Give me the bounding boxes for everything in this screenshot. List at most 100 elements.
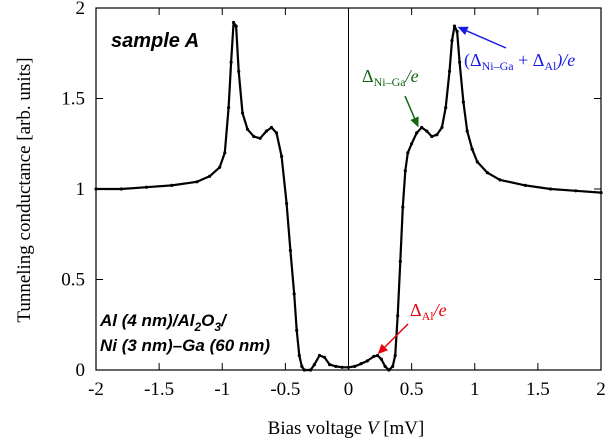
- conductance-point: [372, 354, 376, 358]
- conductance-point: [574, 189, 578, 193]
- annotation-al-gap-label: ΔAl/e: [410, 300, 447, 323]
- conductance-point: [322, 355, 327, 359]
- y-tick-label: 0.5: [61, 270, 85, 291]
- conductance-point: [229, 60, 233, 64]
- conductance-point: [375, 353, 380, 358]
- conductance-point: [264, 129, 268, 133]
- conductance-point: [334, 364, 338, 368]
- conductance-point: [458, 60, 462, 64]
- sample-label: sample A: [111, 30, 199, 52]
- conductance-point: [391, 364, 395, 368]
- x-axis-title: Bias voltage V [mV]: [268, 418, 425, 439]
- conductance-point: [498, 178, 502, 182]
- x-tick-label: -0.5: [270, 379, 300, 400]
- conductance-point: [353, 364, 357, 368]
- conductance-point: [258, 136, 262, 140]
- conductance-point: [379, 357, 383, 361]
- conductance-point: [223, 151, 227, 155]
- conductance-point: [328, 363, 332, 367]
- conductance-point: [403, 169, 407, 173]
- conductance-point: [406, 151, 410, 155]
- conductance-point: [420, 125, 424, 130]
- conductance-point: [240, 111, 245, 115]
- conductance-point: [170, 183, 174, 187]
- conductance-point: [300, 364, 304, 368]
- conductance-point: [396, 314, 400, 318]
- x-tick-label: -2: [88, 379, 104, 400]
- y-tick-label: 1.5: [61, 89, 85, 110]
- x-tick-label: -1: [214, 379, 230, 400]
- structure-label-line2: Ni (3 nm)–Ga (60 nm): [100, 336, 270, 355]
- conductance-point: [452, 24, 457, 28]
- conductance-point: [119, 187, 123, 191]
- conductance-series-line: [96, 21, 602, 372]
- annotation-niga-gap-arrow: [404, 95, 416, 119]
- annotation-niga-gap-label: ΔNi–Ga/e: [362, 66, 419, 89]
- conductance-point: [269, 125, 274, 130]
- conductance-point: [285, 201, 289, 206]
- conductance-point: [425, 129, 429, 133]
- conductance-point: [317, 353, 322, 358]
- conductance-point: [465, 129, 469, 133]
- conductance-point: [440, 125, 444, 130]
- ticks-layer: -2 -1.5 -1 -0.5 0 0.5 1 1.5 2 0 0.5 1 1.5 2: [61, 0, 606, 400]
- plot-frame: [95, 7, 602, 371]
- conductance-point: [232, 20, 236, 25]
- conductance-point: [245, 127, 250, 131]
- conductance-point: [237, 69, 241, 73]
- y-axis-title: Tunneling conductance [arb. units]: [14, 57, 35, 322]
- conductance-point: [393, 353, 397, 358]
- conductance-point: [415, 131, 419, 135]
- annotation-sum-gap: (ΔNi–Ga + ΔAl)/e: [457, 26, 575, 73]
- annotation-sum-gap-arrowhead: [457, 26, 469, 35]
- x-tick-label: 2: [596, 379, 606, 400]
- conductance-point: [475, 160, 479, 164]
- conductance-point: [401, 205, 405, 209]
- annotation-sum-gap-label: (ΔNi–Ga + ΔAl)/e: [464, 50, 575, 73]
- conductance-point: [297, 353, 301, 358]
- x-tick-label: -1.5: [144, 379, 174, 400]
- conductance-point: [455, 29, 459, 34]
- conductance-point: [227, 106, 231, 110]
- x-tick-label: 0: [344, 379, 354, 400]
- conductance-point: [340, 365, 344, 369]
- y-tick-label: 1: [76, 179, 86, 200]
- conductance-point: [461, 100, 465, 104]
- conductance-point: [234, 24, 238, 28]
- conductance-point: [398, 259, 402, 263]
- y-tick-label: 2: [76, 0, 86, 19]
- conductance-series-points: [94, 20, 603, 372]
- annotation-al-gap-arrow: [384, 323, 409, 348]
- structure-label-line1: Al (4 nm)/Al2O3/: [99, 311, 228, 334]
- x-tick-label: 1: [470, 379, 480, 400]
- conductance-point: [548, 187, 553, 191]
- conductance-point: [195, 180, 199, 184]
- annotation-niga-gap-arrowhead: [410, 116, 419, 128]
- conductance-point: [447, 69, 452, 73]
- conductance-point: [252, 134, 256, 139]
- conductance-point: [470, 147, 474, 151]
- annotation-al-gap-arrowhead: [377, 343, 388, 355]
- conductance-point: [208, 174, 212, 178]
- conductance-point: [410, 142, 414, 146]
- conductance-point: [280, 154, 284, 158]
- annotation-al-gap: ΔAl/e: [377, 300, 447, 355]
- conductance-point: [295, 328, 299, 332]
- conductance-point: [450, 39, 454, 43]
- conductance-point: [288, 248, 292, 253]
- conductance-point: [444, 106, 448, 110]
- conductance-point: [274, 131, 279, 135]
- conductance-point: [359, 362, 363, 366]
- y-tick-label: 0: [76, 360, 86, 381]
- annotation-niga-gap: ΔNi–Ga/e: [362, 66, 419, 128]
- conductance-point: [292, 292, 296, 296]
- x-tick-label: 0.5: [400, 379, 424, 400]
- conductance-point: [383, 364, 387, 368]
- conductance-point: [430, 134, 434, 139]
- conductance-point: [218, 165, 222, 169]
- conductance-point: [523, 183, 527, 187]
- conductance-point: [312, 363, 316, 367]
- conductance-point: [485, 171, 489, 175]
- conductance-point: [144, 185, 149, 189]
